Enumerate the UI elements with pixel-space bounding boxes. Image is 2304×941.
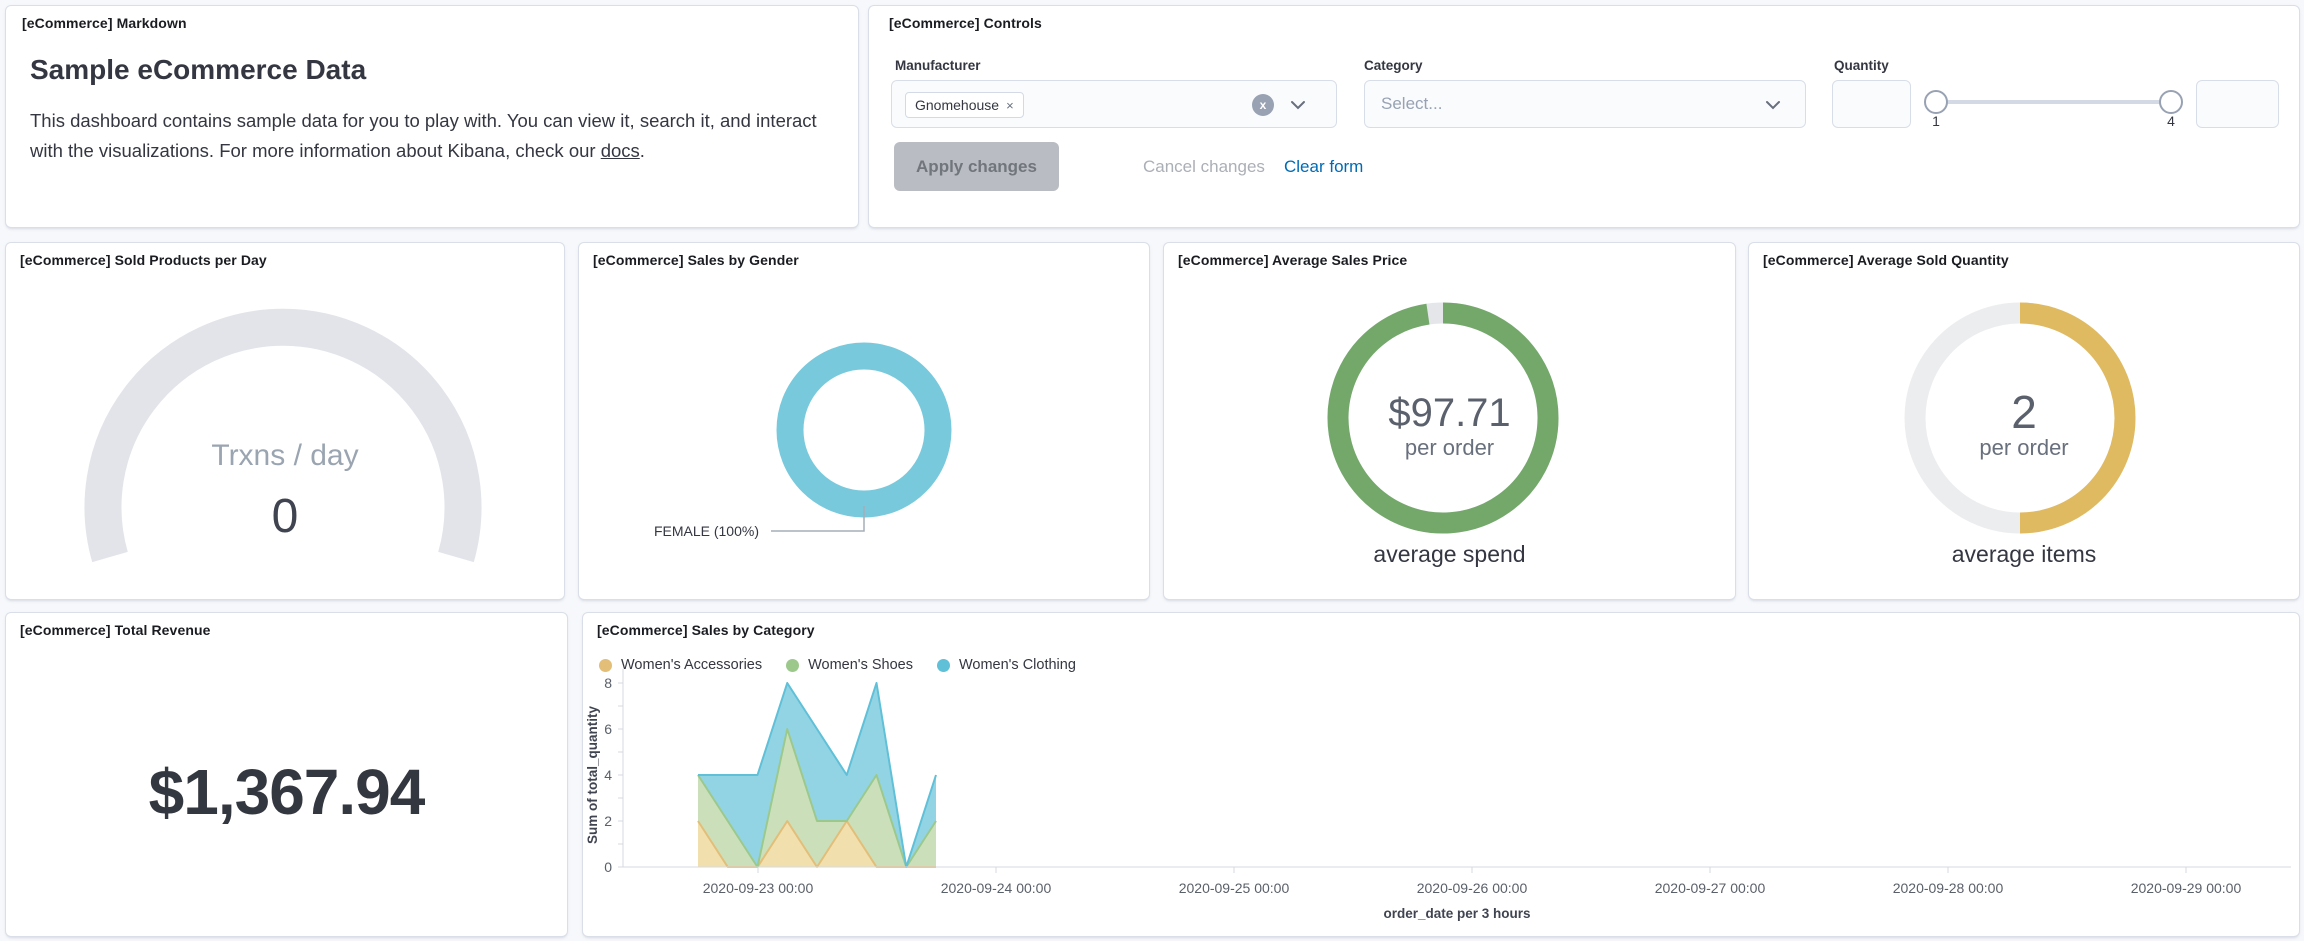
slider-track[interactable]: [1934, 100, 2173, 104]
svg-text:2: 2: [604, 813, 612, 829]
ring-value: 2: [2011, 386, 2037, 438]
goal-ring-chart: [1327, 302, 1559, 534]
legend-label: Women's Clothing: [958, 657, 1076, 673]
goal-ring-chart: [1904, 302, 2136, 534]
legend-item[interactable]: Women's Clothing: [936, 657, 1076, 673]
quantity-label: Quantity: [1834, 58, 1889, 73]
panel-average-sold-quantity: [eCommerce] Average Sold Quantity 2 per …: [1748, 242, 2300, 600]
chevron-down-icon[interactable]: [1290, 100, 1306, 110]
panel-title: [eCommerce] Average Sales Price: [1178, 252, 1408, 268]
category-placeholder: Select...: [1381, 94, 1443, 113]
panel-controls: [eCommerce] Controls Manufacturer Gnomeh…: [868, 5, 2300, 228]
panel-total-revenue: [eCommerce] Total Revenue $1,367.94: [5, 612, 568, 937]
svg-text:2020-09-23 00:00: 2020-09-23 00:00: [703, 880, 814, 896]
legend-item[interactable]: Women's Shoes: [786, 657, 913, 673]
gauge-label: Trxns / day: [211, 439, 359, 472]
slider-handle-max[interactable]: [2159, 90, 2183, 114]
panel-title: [eCommerce] Markdown: [22, 15, 187, 31]
panel-sales-by-gender: [eCommerce] Sales by Gender FEMALE (100%…: [578, 242, 1150, 600]
donut-chart: [771, 342, 952, 532]
svg-text:2020-09-24 00:00: 2020-09-24 00:00: [941, 880, 1052, 896]
clear-selection-icon[interactable]: x: [1252, 94, 1274, 116]
slider-min-value: 1: [1932, 113, 1940, 129]
panel-sales-by-category: [eCommerce] Sales by Category Women's Ac…: [582, 612, 2300, 937]
panel-title: [eCommerce] Sales by Gender: [593, 252, 799, 268]
slider-max-value: 4: [2167, 113, 2175, 129]
chart-legend: Women's Accessories Women's Shoes Women's …: [599, 657, 1076, 673]
panel-sold-products-per-day: [eCommerce] Sold Products per Day Trxns …: [5, 242, 565, 600]
svg-text:2020-09-26 00:00: 2020-09-26 00:00: [1417, 880, 1528, 896]
svg-text:4: 4: [604, 767, 612, 783]
chevron-down-icon[interactable]: [1765, 100, 1781, 110]
panel-markdown: [eCommerce] Markdown Sample eCommerce Da…: [5, 5, 859, 228]
stacked-area-chart: 0 2 4 6 8 2020-09-23 00:00 2020-09-24 00:00 202…: [585, 669, 2291, 921]
panel-title: [eCommerce] Sales by Category: [597, 622, 815, 638]
category-label: Category: [1364, 58, 1423, 73]
panel-title: [eCommerce] Controls: [889, 15, 1042, 31]
quantity-range-slider: 1 4: [1924, 80, 2183, 129]
cancel-changes-button[interactable]: Cancel changes: [1143, 157, 1265, 176]
ring-caption: average spend: [1373, 541, 1526, 567]
legend-item[interactable]: Women's Accessories: [599, 657, 762, 673]
panel-title: [eCommerce] Sold Products per Day: [20, 252, 267, 268]
ring-value: $97.71: [1388, 391, 1511, 435]
markdown-body: This dashboard contains sample data for …: [30, 106, 830, 165]
markdown-heading: Sample eCommerce Data: [30, 54, 367, 85]
legend-dot-icon: [599, 658, 612, 672]
legend-label: Women's Shoes: [808, 657, 913, 673]
svg-text:order_date per 3 hours: order_date per 3 hours: [1383, 906, 1530, 921]
quantity-max-input[interactable]: [2196, 80, 2279, 128]
legend-label: Women's Accessories: [621, 657, 763, 673]
svg-text:8: 8: [604, 675, 612, 691]
svg-text:2020-09-28 00:00: 2020-09-28 00:00: [1893, 880, 2004, 896]
manufacturer-combobox[interactable]: Gnomehouse × x: [891, 80, 1337, 128]
legend-dot-icon: [786, 658, 800, 672]
apply-changes-button[interactable]: Apply changes: [894, 142, 1059, 191]
tag-remove-icon[interactable]: ×: [1006, 97, 1014, 113]
docs-link[interactable]: docs: [600, 139, 640, 161]
svg-text:Sum of total_quantity: Sum of total_quantity: [585, 706, 600, 844]
legend-dot-icon: [936, 658, 950, 672]
metric-value: $1,367.94: [148, 756, 426, 828]
clear-form-link[interactable]: Clear form: [1284, 157, 1364, 176]
ring-caption: average items: [1951, 541, 2097, 567]
ring-unit: per order: [1979, 435, 2069, 460]
panel-title: [eCommerce] Total Revenue: [20, 622, 211, 638]
markdown-body-suffix: .: [639, 139, 645, 161]
svg-text:2020-09-27 00:00: 2020-09-27 00:00: [1655, 880, 1766, 896]
svg-text:2020-09-29 00:00: 2020-09-29 00:00: [2131, 880, 2242, 896]
gauge-value: 0: [271, 490, 299, 543]
panel-average-sales-price: [eCommerce] Average Sales Price $97.71 p…: [1163, 242, 1736, 600]
panel-title: [eCommerce] Average Sold Quantity: [1763, 252, 2009, 268]
ring-unit: per order: [1404, 435, 1495, 460]
manufacturer-tag[interactable]: Gnomehouse ×: [905, 92, 1024, 118]
markdown-body-text: This dashboard contains sample data for …: [30, 110, 817, 161]
category-select[interactable]: Select...: [1364, 80, 1806, 128]
slider-handle-min[interactable]: [1924, 90, 1948, 114]
pie-slice-label: FEMALE (100%): [653, 523, 759, 539]
quantity-min-input[interactable]: [1832, 80, 1911, 128]
svg-text:2020-09-25 00:00: 2020-09-25 00:00: [1179, 880, 1290, 896]
manufacturer-label: Manufacturer: [895, 58, 981, 73]
gauge-chart: [84, 308, 482, 563]
svg-text:0: 0: [604, 859, 612, 875]
svg-text:6: 6: [604, 721, 612, 737]
